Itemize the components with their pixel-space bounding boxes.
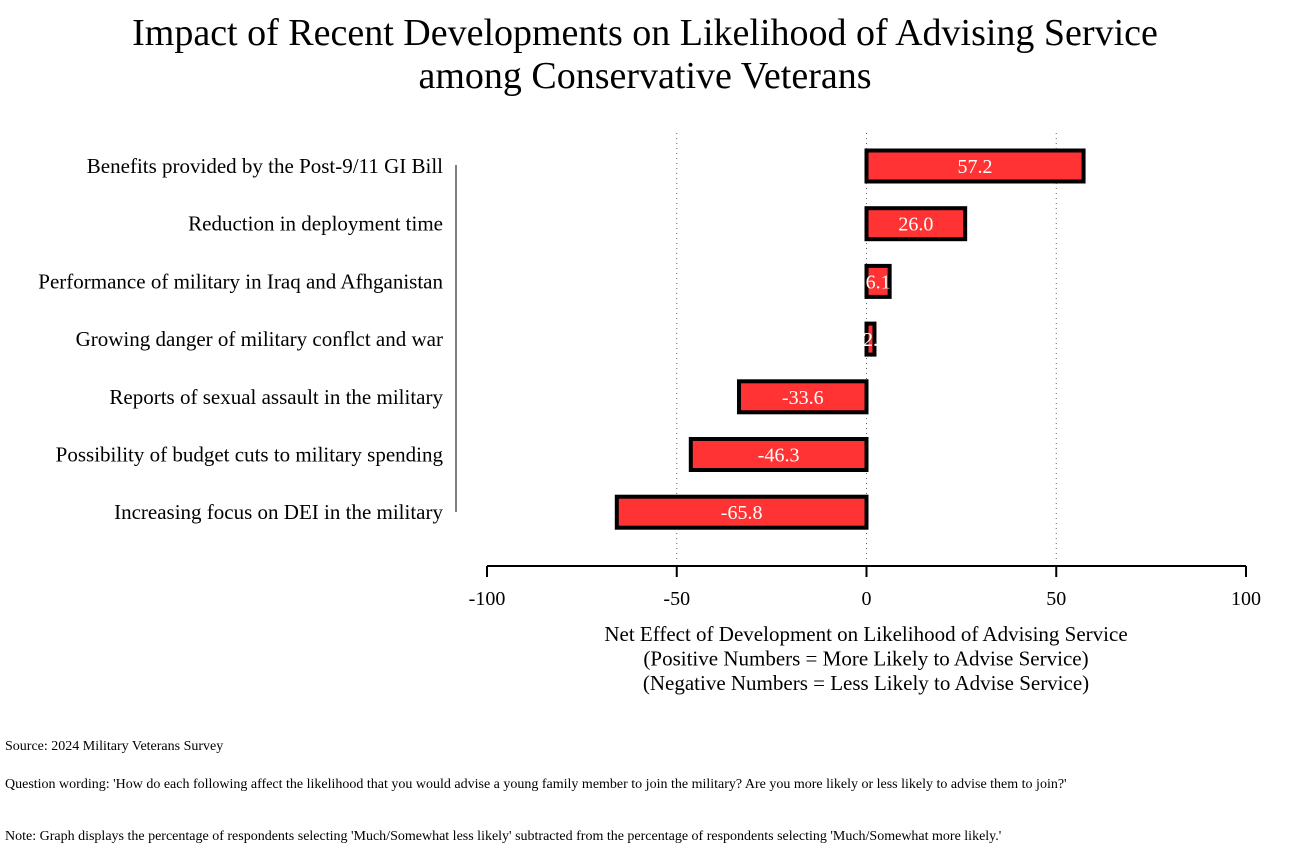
data-label: 57.2 bbox=[958, 156, 993, 178]
category-label: Increasing focus on DEI in the military bbox=[114, 500, 443, 524]
category-label: Reports of sexual assault in the militar… bbox=[109, 385, 443, 409]
chart-title: Impact of Recent Developments on Likelih… bbox=[0, 12, 1290, 98]
category-label: Performance of military in Iraq and Afhg… bbox=[38, 269, 443, 293]
bar bbox=[864, 321, 877, 357]
x-tick-label: -50 bbox=[663, 588, 690, 610]
bar bbox=[614, 494, 869, 530]
chart-title-line-1: Impact of Recent Developments on Likelih… bbox=[132, 12, 1158, 54]
bar bbox=[864, 148, 1086, 184]
x-axis-title: (Positive Numbers = More Likely to Advis… bbox=[643, 647, 1088, 671]
x-tick-label: -100 bbox=[469, 588, 506, 610]
question-wording-note: Question wording: 'How do each following… bbox=[5, 777, 1067, 792]
x-axis-title: (Negative Numbers = Less Likely to Advis… bbox=[643, 671, 1089, 695]
bar bbox=[864, 263, 892, 299]
data-label: 26.0 bbox=[898, 214, 933, 236]
source-note: Source: 2024 Military Veterans Survey bbox=[5, 739, 224, 754]
category-label: Benefits provided by the Post-9/11 GI Bi… bbox=[87, 154, 443, 178]
x-tick-label: 50 bbox=[1046, 588, 1066, 610]
chart-title-line-2: among Conservative Veterans bbox=[418, 55, 872, 97]
x-tick-label: 100 bbox=[1231, 588, 1261, 610]
category-label: Growing danger of military conflct and w… bbox=[76, 327, 443, 351]
bar bbox=[736, 379, 869, 415]
bar-chart: Benefits provided by the Post-9/11 GI Bi… bbox=[38, 133, 1261, 695]
x-tick-label: 0 bbox=[862, 588, 872, 610]
bar bbox=[864, 206, 968, 242]
data-label: -65.8 bbox=[721, 502, 763, 524]
category-label: Possibility of budget cuts to military s… bbox=[56, 443, 444, 467]
data-label: -46.3 bbox=[758, 445, 800, 467]
data-label: 6.1 bbox=[866, 271, 891, 293]
category-label: Reduction in deployment time bbox=[188, 212, 443, 236]
bar bbox=[688, 437, 869, 472]
graph-note: Note: Graph displays the percentage of r… bbox=[5, 829, 1002, 844]
x-axis-title: Net Effect of Development on Likelihood … bbox=[604, 622, 1127, 646]
data-label: -33.6 bbox=[782, 387, 824, 409]
data-label: 2. bbox=[863, 329, 878, 351]
